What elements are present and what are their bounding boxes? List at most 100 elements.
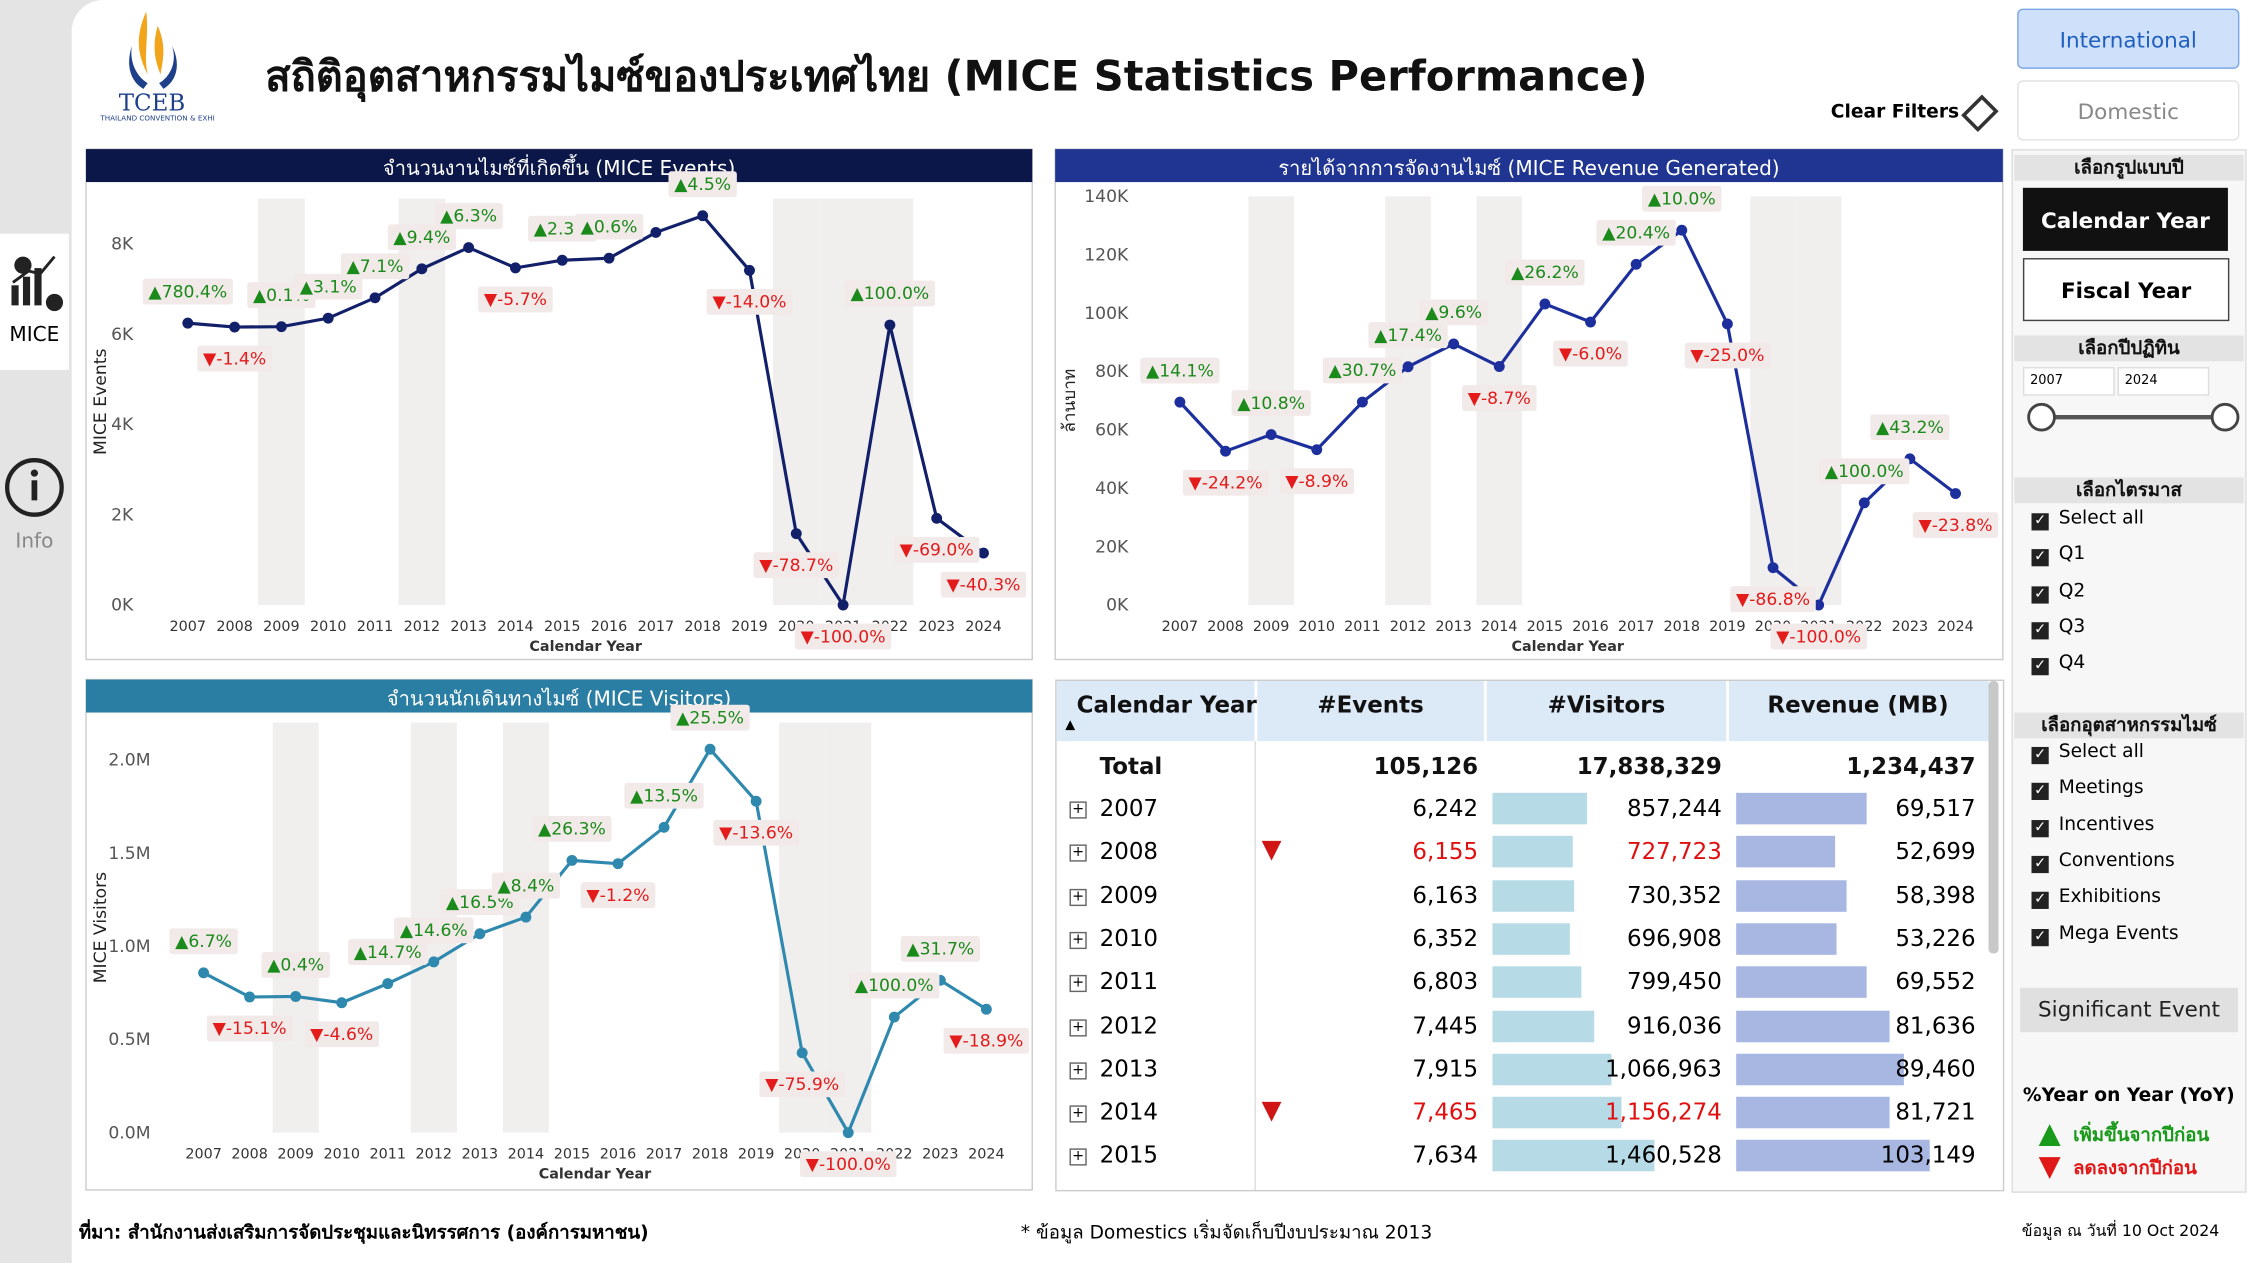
yoy-label-bg bbox=[670, 704, 750, 731]
expand-icon[interactable]: + bbox=[1069, 844, 1087, 863]
data-point bbox=[744, 264, 755, 276]
yoy-label-bg bbox=[1770, 623, 1867, 650]
checkbox-label: Meetings bbox=[2058, 777, 2144, 799]
checkbox-item[interactable]: ✓ Q4 bbox=[2031, 653, 2085, 676]
clear-filters[interactable]: Clear Filters bbox=[1830, 101, 1960, 124]
expand-icon[interactable]: + bbox=[1069, 975, 1087, 993]
checkbox-item[interactable]: ✓ Mega Events bbox=[2031, 923, 2179, 946]
info-icon[interactable] bbox=[0, 456, 69, 522]
column-header[interactable]: Revenue (MB) bbox=[1767, 691, 1949, 719]
year-type-option[interactable]: Fiscal Year bbox=[2022, 258, 2230, 322]
expand-icon[interactable]: + bbox=[1069, 1018, 1087, 1036]
expand-icon[interactable]: + bbox=[1069, 1105, 1087, 1123]
column-header[interactable]: #Events bbox=[1317, 691, 1424, 719]
expand-icon[interactable]: + bbox=[1069, 931, 1087, 949]
checkbox[interactable]: ✓ bbox=[2031, 819, 2049, 837]
checkbox-label: Exhibitions bbox=[2058, 886, 2161, 908]
yoy-label: ▲17.4% bbox=[1374, 326, 1442, 346]
row-visitors: 730,352 bbox=[1626, 881, 1722, 909]
yoy-label: ▲31.7% bbox=[906, 940, 974, 960]
checkbox-item[interactable]: ✓ Select all bbox=[2031, 741, 2144, 765]
data-point bbox=[658, 821, 670, 833]
x-tick-label: 2018 bbox=[692, 1146, 728, 1162]
yoy-label-bg bbox=[142, 278, 233, 305]
logo-subtitle: THAILAND CONVENTION & EXHIBITION BUREAU bbox=[100, 114, 215, 124]
x-axis-title: Calendar Year bbox=[539, 1166, 652, 1182]
footer-note: * ข้อมูล Domestics เริ่มจัดเก็บปีงบประมา… bbox=[1020, 1222, 1433, 1245]
significant-event-button[interactable]: Significant Event bbox=[2020, 987, 2238, 1033]
yoy-label-bg bbox=[580, 882, 656, 909]
expand-icon[interactable]: + bbox=[1069, 888, 1087, 906]
eraser-icon[interactable] bbox=[1958, 92, 2001, 135]
yoy-label: ▲26.2% bbox=[1511, 263, 1579, 283]
nav-mice[interactable]: MICE bbox=[0, 233, 69, 370]
x-tick-label: 2018 bbox=[684, 619, 720, 635]
yoy-label-bg bbox=[261, 952, 330, 978]
visitors-bar bbox=[1492, 923, 1570, 955]
yoy-label-bg bbox=[294, 273, 363, 300]
checkbox-item[interactable]: ✓ Conventions bbox=[2031, 850, 2175, 873]
yoy-label-bg bbox=[713, 819, 799, 846]
data-point bbox=[837, 599, 849, 611]
x-tick-label: 2009 bbox=[277, 1146, 313, 1162]
checkbox[interactable]: ✓ bbox=[2031, 783, 2049, 801]
tab-international[interactable]: International bbox=[2017, 8, 2240, 69]
year-type-active[interactable]: Calendar Year bbox=[2022, 187, 2228, 251]
checkbox[interactable]: ✓ bbox=[2031, 622, 2049, 640]
checkbox-item[interactable]: ✓ Q1 bbox=[2031, 544, 2085, 567]
checkbox-item[interactable]: ✓ Exhibitions bbox=[2031, 886, 2161, 910]
chart-title: รายได้จากการจัดงานไมซ์ (MICE Revenue Gen… bbox=[1278, 156, 1779, 180]
year-slider[interactable] bbox=[2021, 401, 2243, 435]
checkbox-item[interactable]: ✓ Q2 bbox=[2031, 580, 2085, 603]
chart-header bbox=[86, 679, 1033, 713]
checkbox[interactable]: ✓ bbox=[2031, 585, 2049, 603]
yoy-label-bg bbox=[197, 345, 272, 372]
checkbox-label: Q3 bbox=[2058, 616, 2086, 638]
checkbox[interactable]: ✓ bbox=[2031, 928, 2049, 946]
tab-domestic[interactable]: Domestic bbox=[2017, 80, 2240, 141]
yoy-label: ▲14.7% bbox=[354, 943, 422, 963]
data-point bbox=[1585, 316, 1596, 328]
yoy-label: ▲10.0% bbox=[1648, 189, 1716, 209]
checkbox[interactable]: ✓ bbox=[2031, 513, 2049, 531]
y-tick-label: 0.0M bbox=[108, 1123, 150, 1143]
expand-icon[interactable]: + bbox=[1069, 801, 1087, 819]
y-tick-label: 2.0M bbox=[108, 751, 150, 771]
checkbox-item[interactable]: ✓ Meetings bbox=[2031, 777, 2144, 801]
yoy-label: ▲7.1% bbox=[347, 257, 404, 277]
expand-icon[interactable]: + bbox=[1069, 1062, 1087, 1080]
y-tick-label: 120K bbox=[1084, 246, 1129, 266]
checkbox-item[interactable]: ✓ Select all bbox=[2031, 508, 2144, 531]
checkbox[interactable]: ✓ bbox=[2031, 855, 2049, 873]
revenue-bar bbox=[1736, 966, 1867, 999]
checkbox-label: Conventions bbox=[2058, 850, 2175, 872]
nav-label[interactable]: Info bbox=[15, 530, 54, 554]
x-tick-label: 2017 bbox=[646, 1146, 682, 1162]
checkbox[interactable]: ✓ bbox=[2031, 549, 2049, 567]
total-events: 105,126 bbox=[1373, 752, 1479, 780]
column-header[interactable]: #Visitors bbox=[1547, 691, 1666, 719]
checkbox-item[interactable]: ✓ Q3 bbox=[2031, 616, 2086, 640]
yoy-label-bg bbox=[844, 280, 936, 307]
x-tick-label: 2016 bbox=[600, 1146, 636, 1162]
column-header[interactable]: Calendar Year bbox=[1076, 691, 1257, 719]
expand-icon[interactable]: + bbox=[1069, 1148, 1087, 1167]
checkbox[interactable]: ✓ bbox=[2031, 892, 2049, 910]
highlight-band bbox=[1795, 196, 1842, 606]
revenue-bar bbox=[1736, 1096, 1890, 1129]
scrollbar[interactable] bbox=[1988, 680, 1999, 954]
row-year: 2014 bbox=[1099, 1098, 1159, 1126]
year-to[interactable]: 2024 bbox=[2117, 367, 2210, 396]
data-point bbox=[1311, 444, 1323, 456]
highlight-band bbox=[272, 722, 319, 1133]
data-point bbox=[416, 263, 428, 275]
year-from[interactable]: 2007 bbox=[2022, 367, 2115, 396]
x-tick-label: 2008 bbox=[216, 619, 252, 635]
checkbox[interactable]: ✓ bbox=[2031, 658, 2049, 676]
x-tick-label: 2012 bbox=[404, 619, 440, 635]
row-year: 2012 bbox=[1099, 1011, 1159, 1039]
checkbox-item[interactable]: ✓ Incentives bbox=[2031, 814, 2154, 837]
yoy-label: ▼-6.0% bbox=[1559, 344, 1622, 364]
checkbox[interactable]: ✓ bbox=[2031, 746, 2049, 765]
